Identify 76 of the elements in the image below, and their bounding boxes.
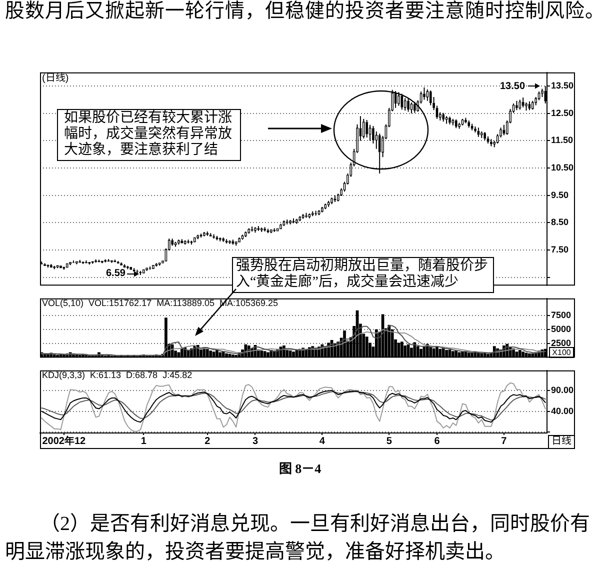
x-tick-label: 2002年12 xyxy=(42,434,86,447)
x-tick-label: 1 xyxy=(140,436,147,447)
x-tick-label: 7 xyxy=(501,436,508,447)
x-tick-label: 5 xyxy=(386,436,392,447)
candlestick xyxy=(496,134,499,144)
candlestick xyxy=(142,269,145,274)
text: （2）是否有利好消息兑现。一旦有利好消息出台，同时股价有明显滞涨现象的，投资者要提高警觉，准备好择机卖出。 xyxy=(5,512,591,565)
candlestick xyxy=(368,124,372,142)
y-tick-label: 40.00 xyxy=(551,406,574,416)
candlestick xyxy=(429,90,432,106)
candlestick xyxy=(212,234,215,240)
candlestick xyxy=(116,260,120,264)
x-axis-title: 日线 xyxy=(548,434,575,448)
candlestick xyxy=(152,265,154,270)
candlestick xyxy=(448,116,451,125)
candlestick xyxy=(528,100,531,111)
candlestick xyxy=(366,119,368,138)
candlestick xyxy=(50,264,52,268)
candlestick xyxy=(130,267,132,270)
candlestick xyxy=(254,226,256,234)
y-tick-label: 13.50 xyxy=(551,80,574,91)
candlestick xyxy=(468,120,470,128)
candlestick xyxy=(538,91,540,101)
candlestick xyxy=(484,131,486,141)
candlestick xyxy=(44,262,46,266)
candlestick xyxy=(206,230,209,236)
candlestick xyxy=(490,138,492,147)
candlestick xyxy=(442,112,445,122)
y-tick-label: 12.50 xyxy=(551,108,574,118)
candlestick xyxy=(120,262,122,266)
y-tick-label: 7500 xyxy=(551,310,572,320)
y-tick-label: 8.50 xyxy=(551,217,569,228)
candlestick xyxy=(171,238,174,246)
candlestick xyxy=(525,102,528,112)
x-tick-label: 2 xyxy=(204,436,211,447)
candlestick xyxy=(407,98,410,112)
candlestick xyxy=(516,100,518,111)
y-tick-label: 9.50 xyxy=(551,190,569,200)
candlestick xyxy=(362,118,365,140)
y-tick-label: 11.50 xyxy=(551,135,574,146)
candlestick xyxy=(194,237,196,242)
y-tick-label: 2500 xyxy=(551,338,572,348)
candlestick xyxy=(474,126,476,134)
candlestick xyxy=(286,218,288,225)
candlestick xyxy=(410,102,413,114)
text: 股数月后又掀起新一轮行情，但稳健的投资者要注意随时控制风险。 xyxy=(5,1,605,23)
chart-title: KDJ(9,3,3) K:61.13 D:68.78 J:45.82 xyxy=(42,370,192,382)
annotation: 13.50 xyxy=(500,80,526,92)
candlestick xyxy=(454,118,458,129)
candlestick xyxy=(273,228,276,233)
y-tick-label: 90.00 xyxy=(551,384,574,395)
candlestick xyxy=(264,226,266,232)
candlestick xyxy=(423,86,426,100)
y-axis-title: X100 xyxy=(549,346,574,358)
candlestick xyxy=(486,136,490,144)
y-tick-label: 7.50 xyxy=(551,244,569,255)
candlestick xyxy=(114,259,116,262)
x-tick-label: 3 xyxy=(252,436,258,447)
y-tick-label: 10.50 xyxy=(551,162,574,173)
caption: 图 8－4 xyxy=(278,461,322,477)
chart-title: (日线) xyxy=(42,73,69,84)
annotation: 如果股价已经有较大累计涨幅时，成交量突然有异常放大迹象，要注意获利了结 xyxy=(57,109,241,161)
y-tick-label: 5000 xyxy=(551,324,572,334)
candlestick xyxy=(187,239,190,244)
candlestick xyxy=(334,194,336,202)
annotation: 强势股在启动初期放出巨量，随着股价步入“黄金走廊”后，成交量会迅速减少 xyxy=(232,257,494,293)
candlestick xyxy=(66,263,68,268)
candlestick xyxy=(305,212,308,218)
annotation: 6.59 xyxy=(106,268,126,279)
candlestick xyxy=(464,117,467,124)
candlestick xyxy=(60,266,62,268)
x-tick-label: 4 xyxy=(319,436,326,447)
x-tick-label: 6 xyxy=(434,436,440,447)
candlestick xyxy=(314,210,317,216)
candlestick xyxy=(404,98,406,112)
candlestick xyxy=(257,226,260,232)
